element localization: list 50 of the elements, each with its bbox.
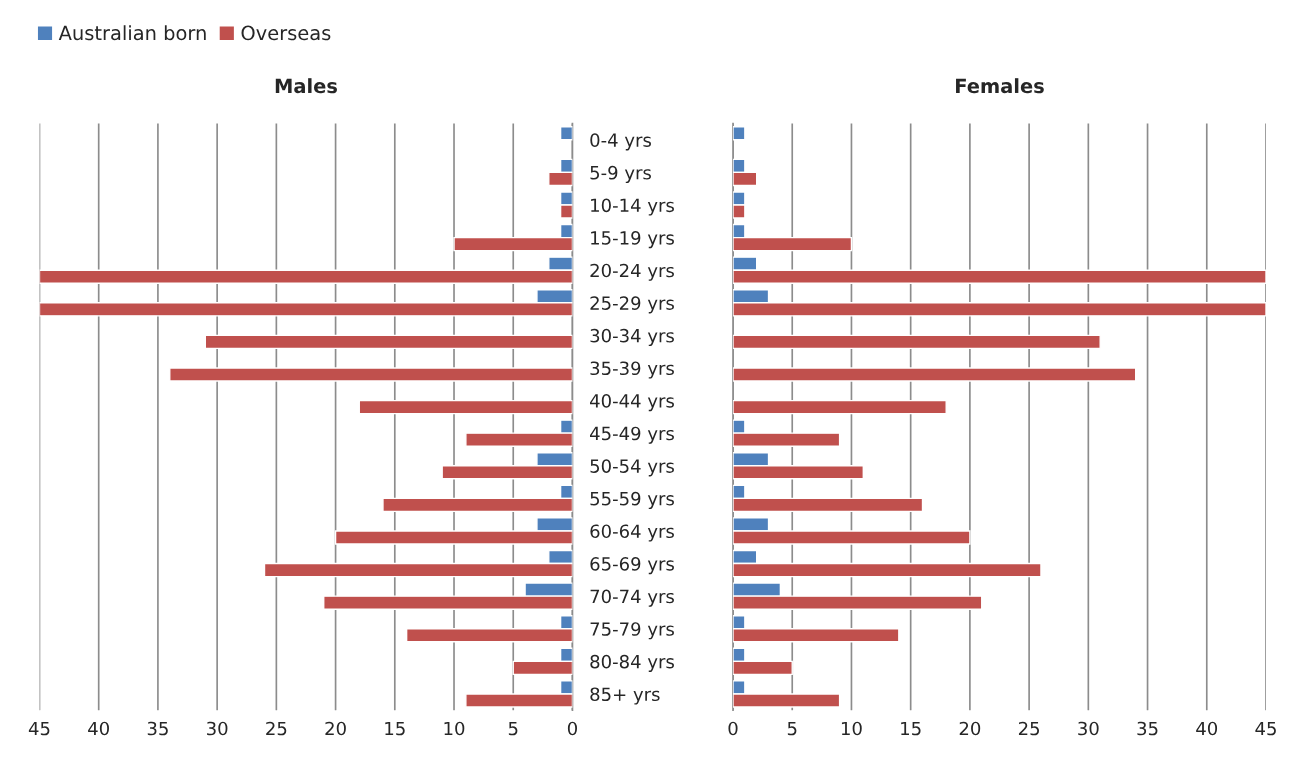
y-tick-label: 20-24 yrs xyxy=(590,263,674,281)
x-tick-label: 35 xyxy=(1137,721,1158,736)
y-tick-label: 25-29 yrs xyxy=(590,296,674,314)
y-tick-label: 75-79 yrs xyxy=(590,622,674,640)
x-tick-label: 5 xyxy=(787,721,797,736)
bar xyxy=(733,367,1137,382)
legend-label: Overseas xyxy=(241,25,331,41)
y-tick-label: 80-84 yrs xyxy=(590,654,674,672)
y-tick-label: 45-49 yrs xyxy=(590,426,674,444)
x-tick-label: 45 xyxy=(28,721,50,736)
x-tick-label: 30 xyxy=(1078,721,1099,736)
y-tick-label: 70-74 yrs xyxy=(590,589,674,607)
x-tick-label: 15 xyxy=(385,721,405,736)
y-tick-label: 30-34 yrs xyxy=(590,328,674,347)
y-tick-label: 35-39 yrs xyxy=(590,361,674,379)
chart-title: Males xyxy=(275,78,337,94)
y-tick-label: 40-44 yrs xyxy=(590,394,674,412)
x-tick-label: 30 xyxy=(207,721,228,736)
x-tick-label: 0 xyxy=(567,721,577,736)
y-tick-label: 10-14 yrs xyxy=(591,198,674,216)
bar xyxy=(733,399,947,415)
y-tick-label: 85+ yrs xyxy=(590,687,660,705)
x-tick-label: 15 xyxy=(901,721,921,736)
x-tick-label: 20 xyxy=(959,721,981,736)
x-tick-label: 10 xyxy=(444,721,465,736)
y-tick-label: 15-19 yrs xyxy=(591,231,674,249)
y-tick-label: 0-4 yrs xyxy=(590,133,651,151)
bar xyxy=(559,126,573,141)
x-tick-label: 40 xyxy=(88,721,109,736)
bar xyxy=(733,334,1101,350)
y-tick-label: 5-9 yrs xyxy=(590,165,651,184)
y-tick-label: 60-64 yrs xyxy=(590,524,674,542)
x-tick-label: 35 xyxy=(147,721,168,736)
x-tick-label: 10 xyxy=(841,721,862,736)
y-tick-label: 55-59 yrs xyxy=(590,491,674,509)
y-tick-label: 50-54 yrs xyxy=(590,459,674,477)
bar xyxy=(733,126,746,141)
x-tick-label: 5 xyxy=(508,721,518,736)
chart-title: Females xyxy=(956,78,1044,94)
x-tick-label: 25 xyxy=(1018,721,1040,736)
x-tick-label: 25 xyxy=(266,721,287,736)
legend-label: Australian born xyxy=(58,25,206,41)
x-tick-label: 40 xyxy=(1196,721,1218,736)
x-tick-label: 20 xyxy=(325,721,346,736)
x-tick-label: 0 xyxy=(728,721,738,736)
x-tick-label: 45 xyxy=(1255,721,1276,736)
bar xyxy=(204,334,573,350)
bar xyxy=(358,399,573,415)
bar xyxy=(169,367,573,382)
y-tick-label: 65-69 yrs xyxy=(590,557,674,575)
